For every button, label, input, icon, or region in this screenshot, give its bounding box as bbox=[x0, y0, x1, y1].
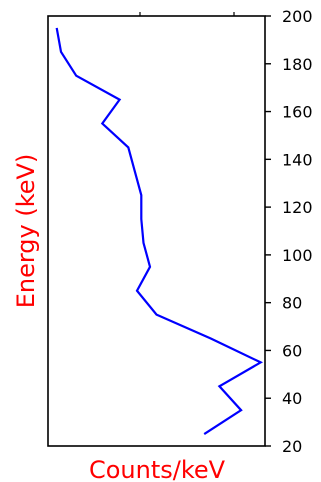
plot-frame bbox=[47, 15, 266, 447]
y-tick-label-80: 80 bbox=[282, 294, 302, 313]
y-axis-ticks: 20 40 60 80 100 120 140 160 180 200 bbox=[139, 7, 313, 456]
y-tick-label-20: 20 bbox=[282, 437, 302, 456]
y-tick-label-180: 180 bbox=[282, 55, 313, 74]
x-axis-label: Counts/keV bbox=[89, 456, 226, 482]
y-tick-label-60: 60 bbox=[282, 341, 302, 360]
series-line-0 bbox=[55, 27, 264, 436]
y-tick-label-160: 160 bbox=[282, 103, 313, 122]
y-tick-label-120: 120 bbox=[282, 198, 313, 217]
y-tick-label-200: 200 bbox=[282, 7, 313, 26]
y-tick-label-40: 40 bbox=[282, 389, 302, 408]
y-axis-label: Energy (keV) bbox=[12, 154, 40, 309]
y-tick-label-140: 140 bbox=[282, 150, 313, 169]
y-tick-label-100: 100 bbox=[282, 246, 313, 265]
plot-area bbox=[47, 15, 266, 447]
